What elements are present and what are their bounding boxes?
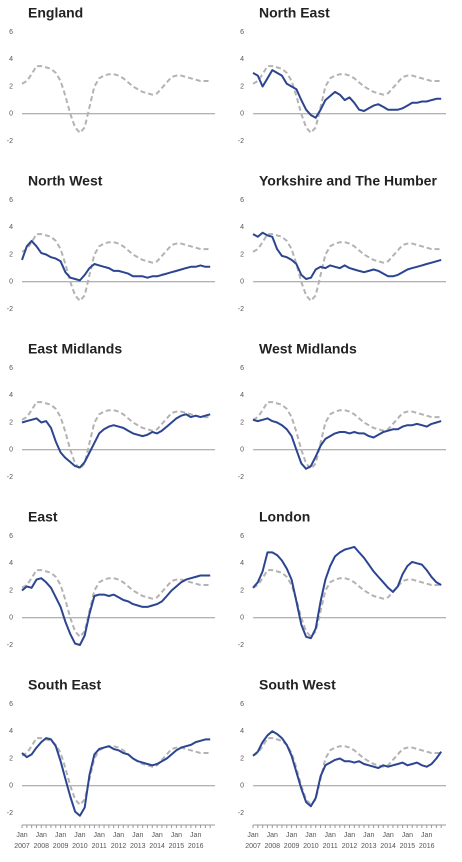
series-line (252, 545, 442, 640)
x-tick-label: Jan 2009 (53, 832, 69, 850)
panel-title: South West (259, 677, 336, 693)
y-tick-label: 4 (240, 728, 244, 735)
panel-title: East (28, 509, 58, 525)
y-tick-label: -2 (238, 306, 244, 313)
y-tick-label: 0 (9, 447, 13, 454)
y-tick-label: 4 (240, 560, 244, 567)
y-tick-label: 0 (240, 783, 244, 790)
x-tick-label: Jan 2016 (188, 832, 204, 850)
y-tick-label: 2 (240, 419, 244, 426)
y-tick-label: 6 (9, 701, 13, 708)
y-tick-label: 6 (9, 365, 13, 372)
panel-title: West Midlands (259, 341, 357, 357)
y-tick-label: -2 (7, 810, 13, 817)
y-tick-label: 2 (9, 755, 13, 762)
y-tick-label: 6 (240, 533, 244, 540)
y-tick-label: -2 (238, 642, 244, 649)
series-line (21, 401, 211, 470)
x-tick-label: Jan 2015 (400, 832, 416, 850)
x-tick-label: Jan 2013 (130, 832, 146, 850)
y-tick-label: -2 (7, 306, 13, 313)
panel-title: North East (259, 5, 330, 21)
y-tick-label: 4 (240, 56, 244, 63)
x-tick-label: Jan 2007 (245, 832, 261, 850)
y-tick-label: 0 (9, 615, 13, 622)
y-tick-label: 0 (9, 111, 13, 118)
y-tick-label: 6 (240, 365, 244, 372)
x-tick-label: Jan 2011 (323, 832, 338, 850)
series-line (252, 569, 442, 638)
y-tick-label: 2 (240, 251, 244, 258)
y-tick-label: 0 (9, 783, 13, 790)
y-tick-label: 2 (9, 251, 13, 258)
y-tick-label: 2 (240, 587, 244, 594)
series-line (252, 417, 442, 470)
series-line (21, 233, 211, 302)
y-tick-label: -2 (238, 810, 244, 817)
series-line (21, 239, 211, 282)
x-tick-label: Jan 2016 (419, 832, 435, 850)
y-tick-label: 6 (9, 197, 13, 204)
y-tick-label: 6 (240, 197, 244, 204)
x-tick-label: Jan 2010 (303, 832, 319, 850)
series-line (252, 65, 442, 134)
series-line (21, 413, 211, 469)
y-tick-label: 4 (240, 392, 244, 399)
panel-title: East Midlands (28, 341, 122, 357)
x-tick-label: Jan 2012 (342, 832, 358, 850)
panel-title: Yorkshire and The Humber (259, 173, 437, 189)
y-tick-label: 4 (9, 392, 13, 399)
series-line (252, 737, 442, 806)
y-tick-label: -2 (7, 138, 13, 145)
y-tick-label: 0 (9, 279, 13, 286)
x-tick-label: Jan 2014 (380, 832, 396, 850)
series-line (252, 231, 442, 280)
series-line (21, 65, 211, 134)
y-tick-label: 0 (240, 447, 244, 454)
x-tick-label: Jan 2008 (34, 832, 50, 850)
y-tick-label: 6 (9, 533, 13, 540)
panel-title: North West (28, 173, 103, 189)
y-tick-label: 4 (240, 224, 244, 231)
panel-title: London (259, 509, 310, 525)
y-tick-label: -2 (7, 642, 13, 649)
x-tick-label: Jan 2008 (265, 832, 281, 850)
x-tick-label: Jan 2007 (14, 832, 30, 850)
series-line (21, 574, 211, 646)
series-line (252, 401, 442, 470)
y-tick-label: 2 (9, 419, 13, 426)
x-tick-label: Jan 2011 (92, 832, 107, 850)
y-tick-label: 2 (240, 83, 244, 90)
series-line (252, 233, 442, 302)
y-tick-label: 6 (240, 29, 244, 36)
y-tick-label: 2 (9, 587, 13, 594)
y-tick-label: 0 (240, 615, 244, 622)
y-tick-label: 2 (240, 755, 244, 762)
y-tick-label: 4 (9, 224, 13, 231)
y-tick-label: 6 (9, 29, 13, 36)
y-tick-label: -2 (238, 474, 244, 481)
y-tick-label: -2 (7, 474, 13, 481)
y-tick-label: 4 (9, 56, 13, 63)
series-line (252, 69, 442, 119)
x-tick-label: Jan 2013 (361, 832, 377, 850)
y-tick-label: 4 (9, 560, 13, 567)
y-tick-label: 0 (240, 279, 244, 286)
panel-title: England (28, 5, 83, 21)
y-tick-label: 0 (240, 111, 244, 118)
y-tick-label: 2 (9, 83, 13, 90)
x-tick-label: Jan 2010 (72, 832, 88, 850)
series-line (252, 730, 443, 808)
y-tick-label: 6 (240, 701, 244, 708)
y-tick-label: -2 (238, 138, 244, 145)
x-tick-label: Jan 2015 (169, 832, 185, 850)
series-line (21, 737, 211, 817)
y-tick-label: 4 (9, 728, 13, 735)
x-tick-label: Jan 2012 (111, 832, 127, 850)
x-tick-label: Jan 2014 (149, 832, 165, 850)
panel-title: South East (28, 677, 101, 693)
x-tick-label: Jan 2009 (284, 832, 300, 850)
series-line (21, 569, 211, 638)
